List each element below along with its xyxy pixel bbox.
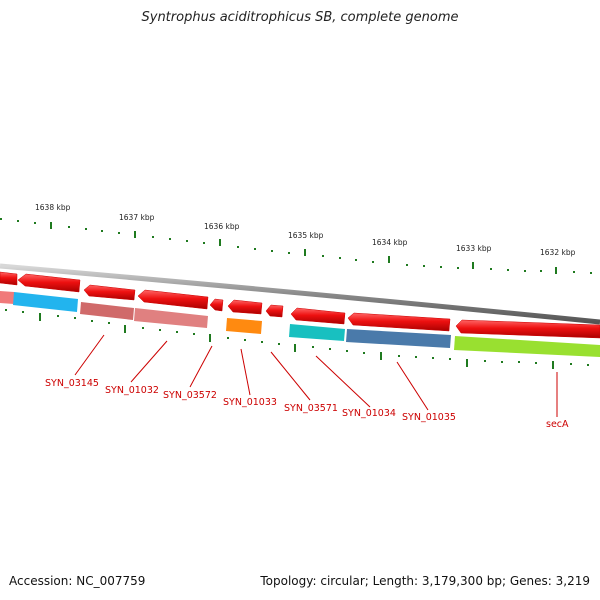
gene-label: SYN_01033 <box>223 397 277 408</box>
cds-arrow <box>0 271 18 286</box>
feature-block <box>0 291 14 304</box>
genome-title: Syntrophus aciditrophicus SB, complete g… <box>141 10 459 25</box>
gene-label: SYN_03572 <box>163 390 217 401</box>
scale-label: 1636 kbp <box>204 222 240 231</box>
genome-summary-text: Topology: circular; Length: 3,179,300 bp… <box>260 574 590 588</box>
scale-label: 1632 kbp <box>540 248 576 257</box>
feature-block <box>134 308 208 328</box>
scale-label: 1638 kbp <box>35 203 71 212</box>
scale-minor-ticks <box>0 218 592 274</box>
accession-text: Accession: NC_007759 <box>9 574 146 588</box>
cds-arrow <box>347 312 451 332</box>
inner-minor-ticks <box>5 309 589 366</box>
gene-label: SYN_03145 <box>45 378 99 389</box>
cds-arrow <box>209 298 224 312</box>
cds-arrow <box>137 289 209 310</box>
scale-label: 1637 kbp <box>119 213 155 222</box>
scale-label: 1634 kbp <box>372 238 408 247</box>
scale-major-ticks <box>50 222 557 274</box>
feature-block <box>346 329 451 348</box>
cds-arrow <box>83 284 136 301</box>
gene-label: SYN_01035 <box>402 412 456 423</box>
cds-arrow <box>265 304 284 318</box>
cds-arrow <box>227 299 263 315</box>
gene-label: SYN_03571 <box>284 403 338 414</box>
feature-block <box>80 302 134 320</box>
cds-arrow <box>455 319 600 339</box>
gene-label: SYN_01034 <box>342 408 396 419</box>
scale-label: 1633 kbp <box>456 244 492 253</box>
label-leaders <box>74 334 558 417</box>
genome-backbone <box>0 263 600 325</box>
gene-label: secA <box>546 419 569 430</box>
feature-block <box>13 292 78 312</box>
feature-track <box>0 291 600 357</box>
cds-arrow <box>17 273 81 293</box>
feature-block <box>454 336 600 357</box>
inner-ticks <box>39 313 554 369</box>
feature-block <box>289 324 345 341</box>
cds-arrow <box>290 307 346 325</box>
feature-block <box>226 318 262 334</box>
scale-label: 1635 kbp <box>288 231 324 240</box>
cds-track <box>0 271 600 339</box>
gene-label: SYN_01032 <box>105 385 159 396</box>
